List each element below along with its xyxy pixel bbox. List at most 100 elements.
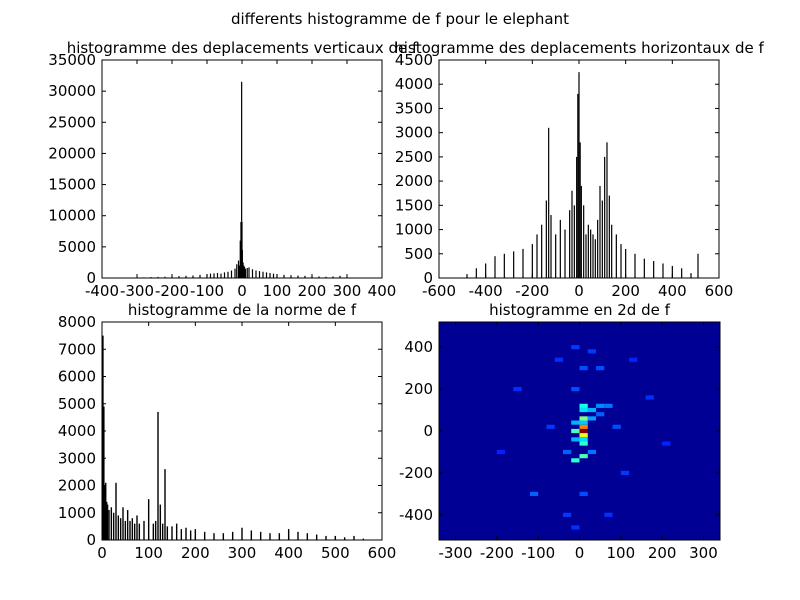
- x-tick-label: -400: [85, 282, 119, 300]
- heatmap-cell: [562, 512, 572, 517]
- y-tick-label: 1500: [395, 196, 433, 214]
- histogram-bar: [615, 234, 617, 278]
- histogram-bar: [587, 224, 589, 278]
- y-tick-label: 3000: [58, 449, 96, 467]
- histogram-bar: [653, 261, 655, 278]
- heatmap-cell: [587, 416, 597, 421]
- histogram-bar: [620, 244, 622, 278]
- subplot-vertical: -400 -300 -200 -100 0 100 200 300 400 0 5000 10000 1…: [48, 39, 418, 300]
- heatmap-cell: [629, 357, 638, 362]
- histogram-bar: [171, 526, 173, 540]
- heatmap-cell: [562, 449, 572, 455]
- histogram-bar: [131, 518, 134, 540]
- x-tick-label: 0: [574, 282, 584, 300]
- y-tick-label: 2000: [395, 172, 433, 190]
- histogram-bar: [597, 219, 599, 278]
- histogram-bar: [105, 482, 107, 540]
- x-tick-label: 0: [97, 544, 107, 562]
- histogram-bar: [106, 504, 109, 540]
- histogram-bar: [203, 531, 206, 540]
- histogram-bar: [569, 210, 571, 278]
- x-tick-label: -200: [480, 544, 514, 562]
- x-axis: -400 -300 -200 -100 0 100 200 300 400: [85, 60, 396, 300]
- histogram-bar: [112, 512, 115, 540]
- histogram-bars: [102, 335, 365, 540]
- histogram-bar: [258, 271, 261, 278]
- y-axis: 0 500 1000 1500 2000 2500 3000 3500 4000 4500: [395, 51, 719, 287]
- histogram-bar: [192, 275, 194, 278]
- y-tick-label: 200: [404, 380, 433, 398]
- x-tick-label: 0: [575, 544, 585, 562]
- heatmap-cell: [554, 357, 563, 362]
- y-tick-label: -400: [399, 506, 433, 524]
- y-tick-label: 3500: [395, 99, 433, 117]
- histogram-bar: [102, 335, 104, 540]
- heatmap-cell: [579, 416, 588, 421]
- histogram-bar: [343, 537, 346, 540]
- histogram-bar: [239, 240, 241, 278]
- heatmap-cell: [579, 428, 588, 434]
- heatmap-cell: [612, 424, 621, 429]
- histogram-bar: [108, 510, 110, 540]
- heatmap-cell: [579, 420, 588, 425]
- histogram-bar: [541, 224, 543, 278]
- heatmap-cell: [496, 449, 506, 455]
- heatmap-cell: [604, 512, 613, 517]
- histogram-bar: [115, 482, 117, 540]
- histogram-bar: [126, 510, 129, 540]
- histogram-bar: [485, 263, 487, 278]
- x-axis: 0 100 200 300 400 500 600: [97, 322, 396, 562]
- histogram-bar: [213, 273, 215, 278]
- y-tick-label: 15000: [48, 176, 96, 194]
- subplot-title: histogramme des deplacements horizontaux…: [394, 39, 764, 57]
- y-tick-label: 4000: [395, 75, 433, 93]
- histogram-bars: [129, 81, 355, 278]
- x-tick-label: 400: [274, 544, 303, 562]
- heatmap-cell: [587, 349, 597, 354]
- heatmap-cell: [571, 386, 580, 392]
- histogram-bar: [559, 219, 561, 278]
- x-tick-label: -100: [521, 544, 555, 562]
- histogram-bar: [117, 515, 120, 540]
- histogram-bar: [175, 523, 178, 540]
- y-tick-label: 1000: [58, 504, 96, 522]
- histogram-bar: [564, 229, 566, 278]
- x-tick-label: 600: [705, 282, 734, 300]
- histogram-bar: [290, 275, 292, 278]
- subplot-title: histogramme des deplacements verticaux d…: [67, 39, 418, 57]
- heatmap-cell: [579, 407, 588, 413]
- histogram-bar: [234, 268, 236, 278]
- histogram-bar: [571, 190, 573, 278]
- histogram-bar: [306, 533, 309, 540]
- x-tick-label: 200: [298, 282, 327, 300]
- histogram-bar: [522, 248, 524, 278]
- x-tick-label: 400: [658, 282, 687, 300]
- y-tick-label: 2000: [58, 477, 96, 495]
- heatmap-cell: [587, 407, 597, 413]
- heatmap-cell: [571, 437, 580, 442]
- histogram-bar: [133, 523, 136, 540]
- histogram-bar: [332, 276, 334, 278]
- x-tick-label: 100: [134, 544, 163, 562]
- x-tick-label: -600: [422, 282, 456, 300]
- histogram-bar: [580, 185, 582, 278]
- histogram-bar: [237, 260, 240, 278]
- histogram-bar: [579, 142, 581, 278]
- y-tick-label: 500: [404, 245, 433, 263]
- histogram-bar: [643, 258, 645, 278]
- y-tick-label: 7000: [58, 340, 96, 358]
- histogram-bar: [241, 249, 243, 278]
- histogram-bar: [240, 221, 242, 278]
- histogram-bar: [548, 127, 550, 278]
- heatmap-cell: [587, 449, 597, 455]
- x-tick-label: -300: [120, 282, 154, 300]
- x-axis: -300 -200 -100 0 100 200 300: [439, 322, 718, 562]
- histogram-bar: [590, 229, 592, 278]
- heatmap-cell: [596, 403, 605, 408]
- histogram-bar: [164, 276, 166, 278]
- x-tick-label: 300: [333, 282, 362, 300]
- histogram-bar: [604, 156, 606, 278]
- histogram-bar: [325, 535, 327, 540]
- x-tick-label: 400: [368, 282, 397, 300]
- x-tick-label: -300: [439, 544, 473, 562]
